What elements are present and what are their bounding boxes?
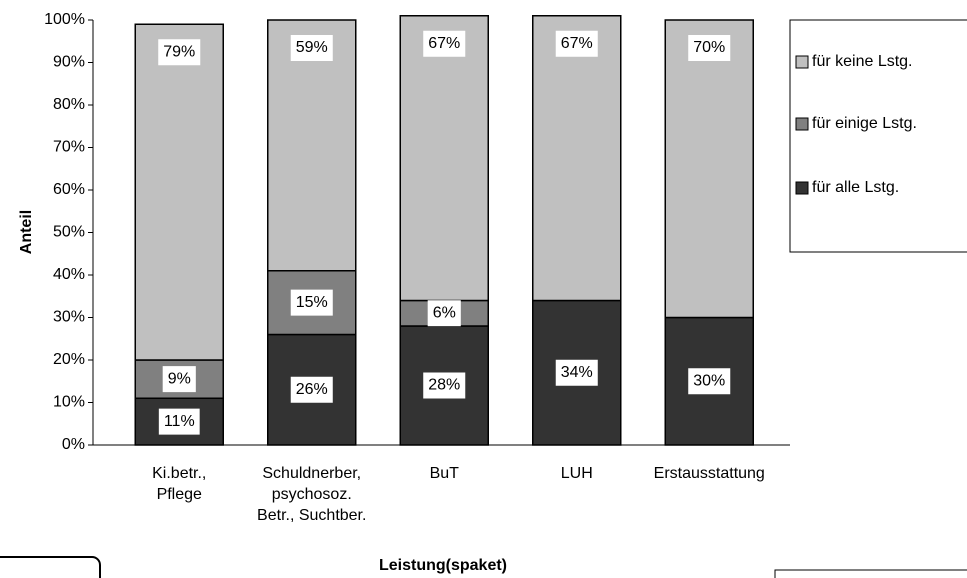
- data-label-box: [162, 366, 196, 393]
- data-label: 30%: [693, 372, 725, 389]
- bar-segment: [664, 19, 754, 319]
- y-tick-label: 0%: [62, 436, 85, 453]
- data-label-box: [290, 376, 333, 403]
- data-label: 34%: [561, 364, 593, 381]
- y-tick-label: 80%: [53, 96, 85, 113]
- data-label: 67%: [428, 35, 460, 52]
- data-label-box: [427, 300, 461, 327]
- y-tick-label: 40%: [53, 266, 85, 283]
- data-label-box: [423, 372, 466, 399]
- data-label-box: [423, 30, 466, 57]
- data-label: 59%: [296, 39, 328, 56]
- y-tick-label: 30%: [53, 309, 85, 326]
- y-tick-label: 70%: [53, 139, 85, 156]
- x-tick-label: BuT: [429, 465, 459, 482]
- data-label-box: [290, 35, 333, 61]
- data-label: 15%: [296, 294, 328, 311]
- data-label: 11%: [164, 413, 195, 430]
- data-label: 6%: [433, 304, 456, 321]
- y-tick-label: 90%: [53, 54, 85, 71]
- y-tick-label: 100%: [44, 11, 85, 28]
- x-axis-label: Leistung(spaket): [379, 557, 507, 574]
- data-label-box: [158, 39, 201, 66]
- data-label: 9%: [168, 370, 191, 387]
- y-axis-label: Anteil: [18, 210, 35, 254]
- legend-label: für einige Lstg.: [812, 115, 917, 132]
- y-tick-label: 10%: [53, 394, 85, 411]
- frame-box: [0, 556, 101, 578]
- bar-segment: [399, 15, 489, 302]
- data-label: 28%: [428, 377, 460, 394]
- data-label: 26%: [296, 381, 328, 398]
- legend-label: für keine Lstg.: [812, 53, 913, 70]
- bar-segment: [532, 15, 622, 302]
- data-label-box: [688, 35, 731, 61]
- legend-swatch: [795, 181, 809, 195]
- data-label: 67%: [561, 35, 593, 52]
- y-tick-label: 20%: [53, 351, 85, 368]
- data-label: 79%: [163, 43, 195, 60]
- bar-segment: [267, 19, 357, 272]
- legend-swatch: [795, 55, 809, 69]
- data-label-box: [555, 359, 598, 386]
- x-tick-label: Ki.betr., Pflege: [152, 465, 207, 503]
- frame-box: [774, 569, 967, 578]
- x-tick-label: Schuldnerber, psychosoz. Betr., Suchtber…: [257, 465, 367, 524]
- y-tick-label: 50%: [53, 224, 85, 241]
- x-tick-label: LUH: [560, 465, 593, 482]
- data-label-box: [290, 289, 333, 316]
- legend-box: [789, 19, 967, 253]
- data-label-box: [688, 368, 731, 395]
- data-label-box: [158, 408, 200, 435]
- legend-label: für alle Lstg.: [812, 179, 899, 196]
- data-label-box: [555, 30, 598, 57]
- y-tick-label: 60%: [53, 181, 85, 198]
- legend-swatch: [795, 117, 809, 131]
- x-tick-label: Erstausstattung: [653, 465, 765, 482]
- bar-segment: [134, 23, 224, 361]
- data-label: 70%: [693, 39, 725, 56]
